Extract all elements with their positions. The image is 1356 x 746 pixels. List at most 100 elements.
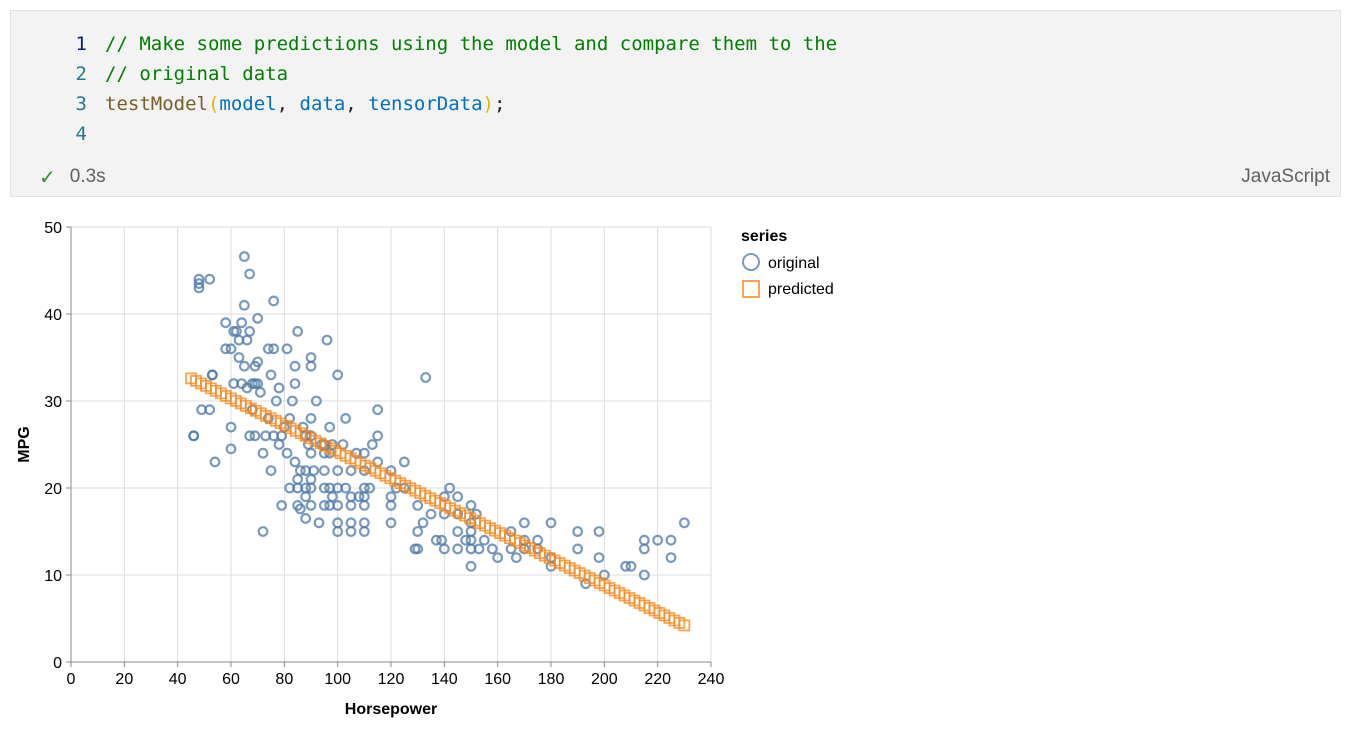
data-point-original [257,526,269,537]
data-point-original [638,543,650,555]
data-point-original [188,430,200,442]
data-point-original [398,456,410,468]
data-point-original [206,369,218,381]
code-line[interactable]: 3 testModel(model, data, tensorData); [11,89,1340,119]
data-point-original [286,395,298,407]
cell-language-label[interactable]: JavaScript [1241,166,1330,187]
code-token: , [276,93,300,115]
data-point-original [244,325,256,337]
data-point-original [193,273,205,285]
data-point-original [678,517,690,529]
data-point-original [473,543,485,555]
data-point-original [300,491,312,503]
data-point-original [233,352,245,363]
line-number: 1 [75,33,87,55]
data-point-original [305,412,317,424]
data-point-original [268,295,280,307]
y-axis-title: MPG [16,426,33,462]
code-token: // Make some predictions using the model… [105,33,838,55]
code-token: data [299,93,346,115]
data-point-original [265,465,277,477]
data-point-original [665,552,677,564]
data-point-original [452,526,464,537]
code-editor[interactable]: 1 // Make some predictions using the mode… [11,29,1340,149]
code-line[interactable]: 2 // original data [11,59,1340,89]
data-point-original [638,534,650,546]
data-point-original [465,526,477,537]
data-point-original [308,465,320,477]
data-point-original [518,517,530,529]
data-point-original [324,421,336,433]
data-point-original [412,500,424,511]
data-point-original [345,500,357,511]
mpg-horsepower-chart: 0 20 40 60 80 100 120 140 160 180 200 220 240 0 10 20 30… [16,220,834,718]
legend-label-predicted: predicted [768,281,834,298]
data-point-original [238,299,250,311]
y-tick-label: 30 [44,394,62,411]
data-point-original [236,317,248,329]
data-point-original [358,482,370,494]
data-point-original [366,439,378,450]
data-point-original [225,443,237,455]
data-point-original [364,482,376,494]
data-point-original [438,543,450,555]
x-tick-label: 40 [169,671,187,688]
data-point-original [321,334,333,346]
data-point-original [358,500,370,511]
data-point-original [332,517,344,529]
x-axis-title: Horsepower [345,701,437,718]
data-point-predicted [678,619,691,632]
code-line[interactable]: 4 [11,119,1340,149]
data-point-original [452,543,464,555]
data-point-original [465,500,477,511]
data-point-original [238,251,250,262]
data-point-original [358,517,370,529]
y-tick-label: 0 [53,655,62,672]
y-tick-label: 10 [44,568,62,585]
x-tick-label: 180 [538,671,565,688]
execution-time: 0.3s [69,166,106,187]
data-point-original [652,534,664,546]
data-point-original [340,482,352,494]
data-point-original [332,465,344,477]
code-token: tensorData [368,93,483,115]
y-tick-label: 40 [44,307,62,324]
y-tick-label: 20 [44,481,62,498]
data-point-original [289,456,301,468]
data-point-original [318,482,330,494]
data-point-original [532,534,544,546]
data-point-original [300,482,312,494]
data-point-original [326,491,338,503]
data-point-original [254,386,266,398]
code-token: ; [494,93,506,115]
x-tick-label: 60 [222,671,240,688]
code-line[interactable]: 1 // Make some predictions using the mode… [11,29,1340,59]
notebook-cell[interactable]: 1 // Make some predictions using the mode… [10,10,1341,197]
data-point-original [385,517,397,529]
data-point-original [318,465,330,477]
data-point-original [305,500,317,511]
data-point-original [305,352,317,363]
data-point-original [244,268,256,280]
data-point-original [262,343,274,355]
data-point-original [265,369,277,381]
data-point-original [220,317,232,329]
x-tick-label: 200 [591,671,618,688]
data-point-original [238,360,250,372]
data-point-original [465,560,477,572]
data-point-original [270,395,282,407]
data-point-original [305,473,317,485]
legend-symbol-predicted [742,280,760,298]
data-point-original [425,508,437,520]
data-point-original [572,543,584,555]
data-point-original [244,430,256,442]
line-number: 2 [75,63,87,85]
x-tick-label: 140 [431,671,458,688]
data-point-original [385,491,397,503]
legend-title: series [741,228,787,245]
data-point-original [625,560,637,572]
data-point-original [249,430,261,442]
data-point-original [345,465,357,477]
line-source: // Make some predictions using the model… [105,29,837,59]
data-point-original [209,456,221,468]
